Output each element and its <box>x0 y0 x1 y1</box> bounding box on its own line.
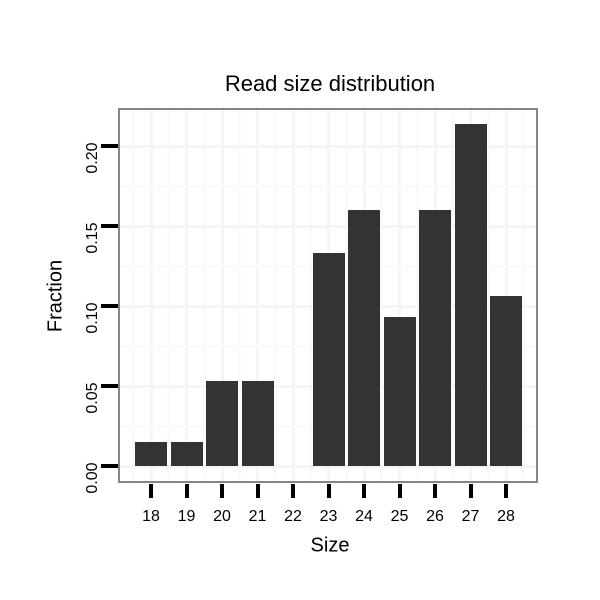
x-tick <box>220 484 224 498</box>
x-tick-label: 27 <box>461 508 480 525</box>
gridline-vertical-major <box>220 108 224 483</box>
x-tick <box>433 484 437 498</box>
bar <box>383 317 416 466</box>
x-tick-label: 20 <box>213 508 231 525</box>
x-tick-label: 28 <box>497 508 515 525</box>
gridline-horizontal-major <box>118 224 538 228</box>
x-tick-label: 23 <box>319 508 338 525</box>
bar <box>348 210 380 466</box>
gridline-vertical-minor <box>522 108 526 483</box>
x-tick <box>326 484 331 498</box>
x-tick-label: 19 <box>177 508 196 525</box>
x-tick <box>397 484 402 498</box>
gridline-vertical-major <box>504 108 508 483</box>
x-tick <box>468 484 473 498</box>
gridline-horizontal-minor <box>118 184 538 188</box>
gridline-vertical-minor <box>344 108 348 483</box>
chart-title: Read size distribution <box>224 71 436 96</box>
gridline-vertical-minor <box>486 108 490 483</box>
gridline-vertical-major <box>291 108 295 483</box>
y-axis-label: Fraction <box>44 259 67 333</box>
bar <box>454 123 487 466</box>
y-tick-label: 0.00 <box>84 462 101 494</box>
x-tick-label: 25 <box>390 508 409 525</box>
x-tick-label: 24 <box>355 508 373 525</box>
gridline-vertical-minor <box>167 108 171 483</box>
bar <box>206 381 238 466</box>
y-tick-label: 0.15 <box>84 222 101 254</box>
x-tick <box>149 484 153 498</box>
x-axis-label: Size <box>310 534 350 557</box>
bar <box>170 442 203 466</box>
gridline-vertical-minor <box>202 108 206 483</box>
x-tick <box>184 484 189 498</box>
y-tick-label: 0.20 <box>84 142 101 174</box>
gridline-vertical-minor <box>451 108 455 483</box>
y-tick-label: 0.10 <box>84 302 101 334</box>
x-tick-label: 26 <box>426 508 444 525</box>
x-tick <box>291 484 295 498</box>
y-tick <box>101 304 118 308</box>
x-tick-label: 18 <box>142 508 160 525</box>
x-tick-label: 21 <box>248 508 267 525</box>
gridline-horizontal-major <box>118 464 538 468</box>
gridline-vertical-minor <box>238 108 242 483</box>
plot-panel <box>118 108 538 483</box>
gridline-vertical-minor <box>309 108 313 483</box>
y-tick <box>101 464 118 468</box>
gridline-horizontal-major <box>118 144 538 148</box>
bar <box>135 442 167 466</box>
gridline-vertical-major <box>149 108 153 483</box>
x-tick-label: 22 <box>284 508 302 525</box>
y-tick <box>101 144 118 148</box>
x-tick <box>362 484 366 498</box>
bar <box>490 296 522 466</box>
gridline-vertical-major <box>398 108 401 483</box>
gridline-vertical-minor <box>273 108 277 483</box>
bar <box>241 381 274 466</box>
gridline-vertical-major <box>185 108 188 483</box>
x-tick <box>504 484 508 498</box>
y-tick <box>101 384 118 388</box>
bar <box>419 210 451 466</box>
bar <box>312 253 345 466</box>
gridline-vertical-minor <box>131 108 135 483</box>
y-tick <box>101 224 118 228</box>
x-tick <box>255 484 260 498</box>
gridline-vertical-minor <box>415 108 419 483</box>
gridline-vertical-major <box>256 108 259 483</box>
y-tick-label: 0.05 <box>84 382 101 414</box>
gridline-vertical-minor <box>380 108 384 483</box>
